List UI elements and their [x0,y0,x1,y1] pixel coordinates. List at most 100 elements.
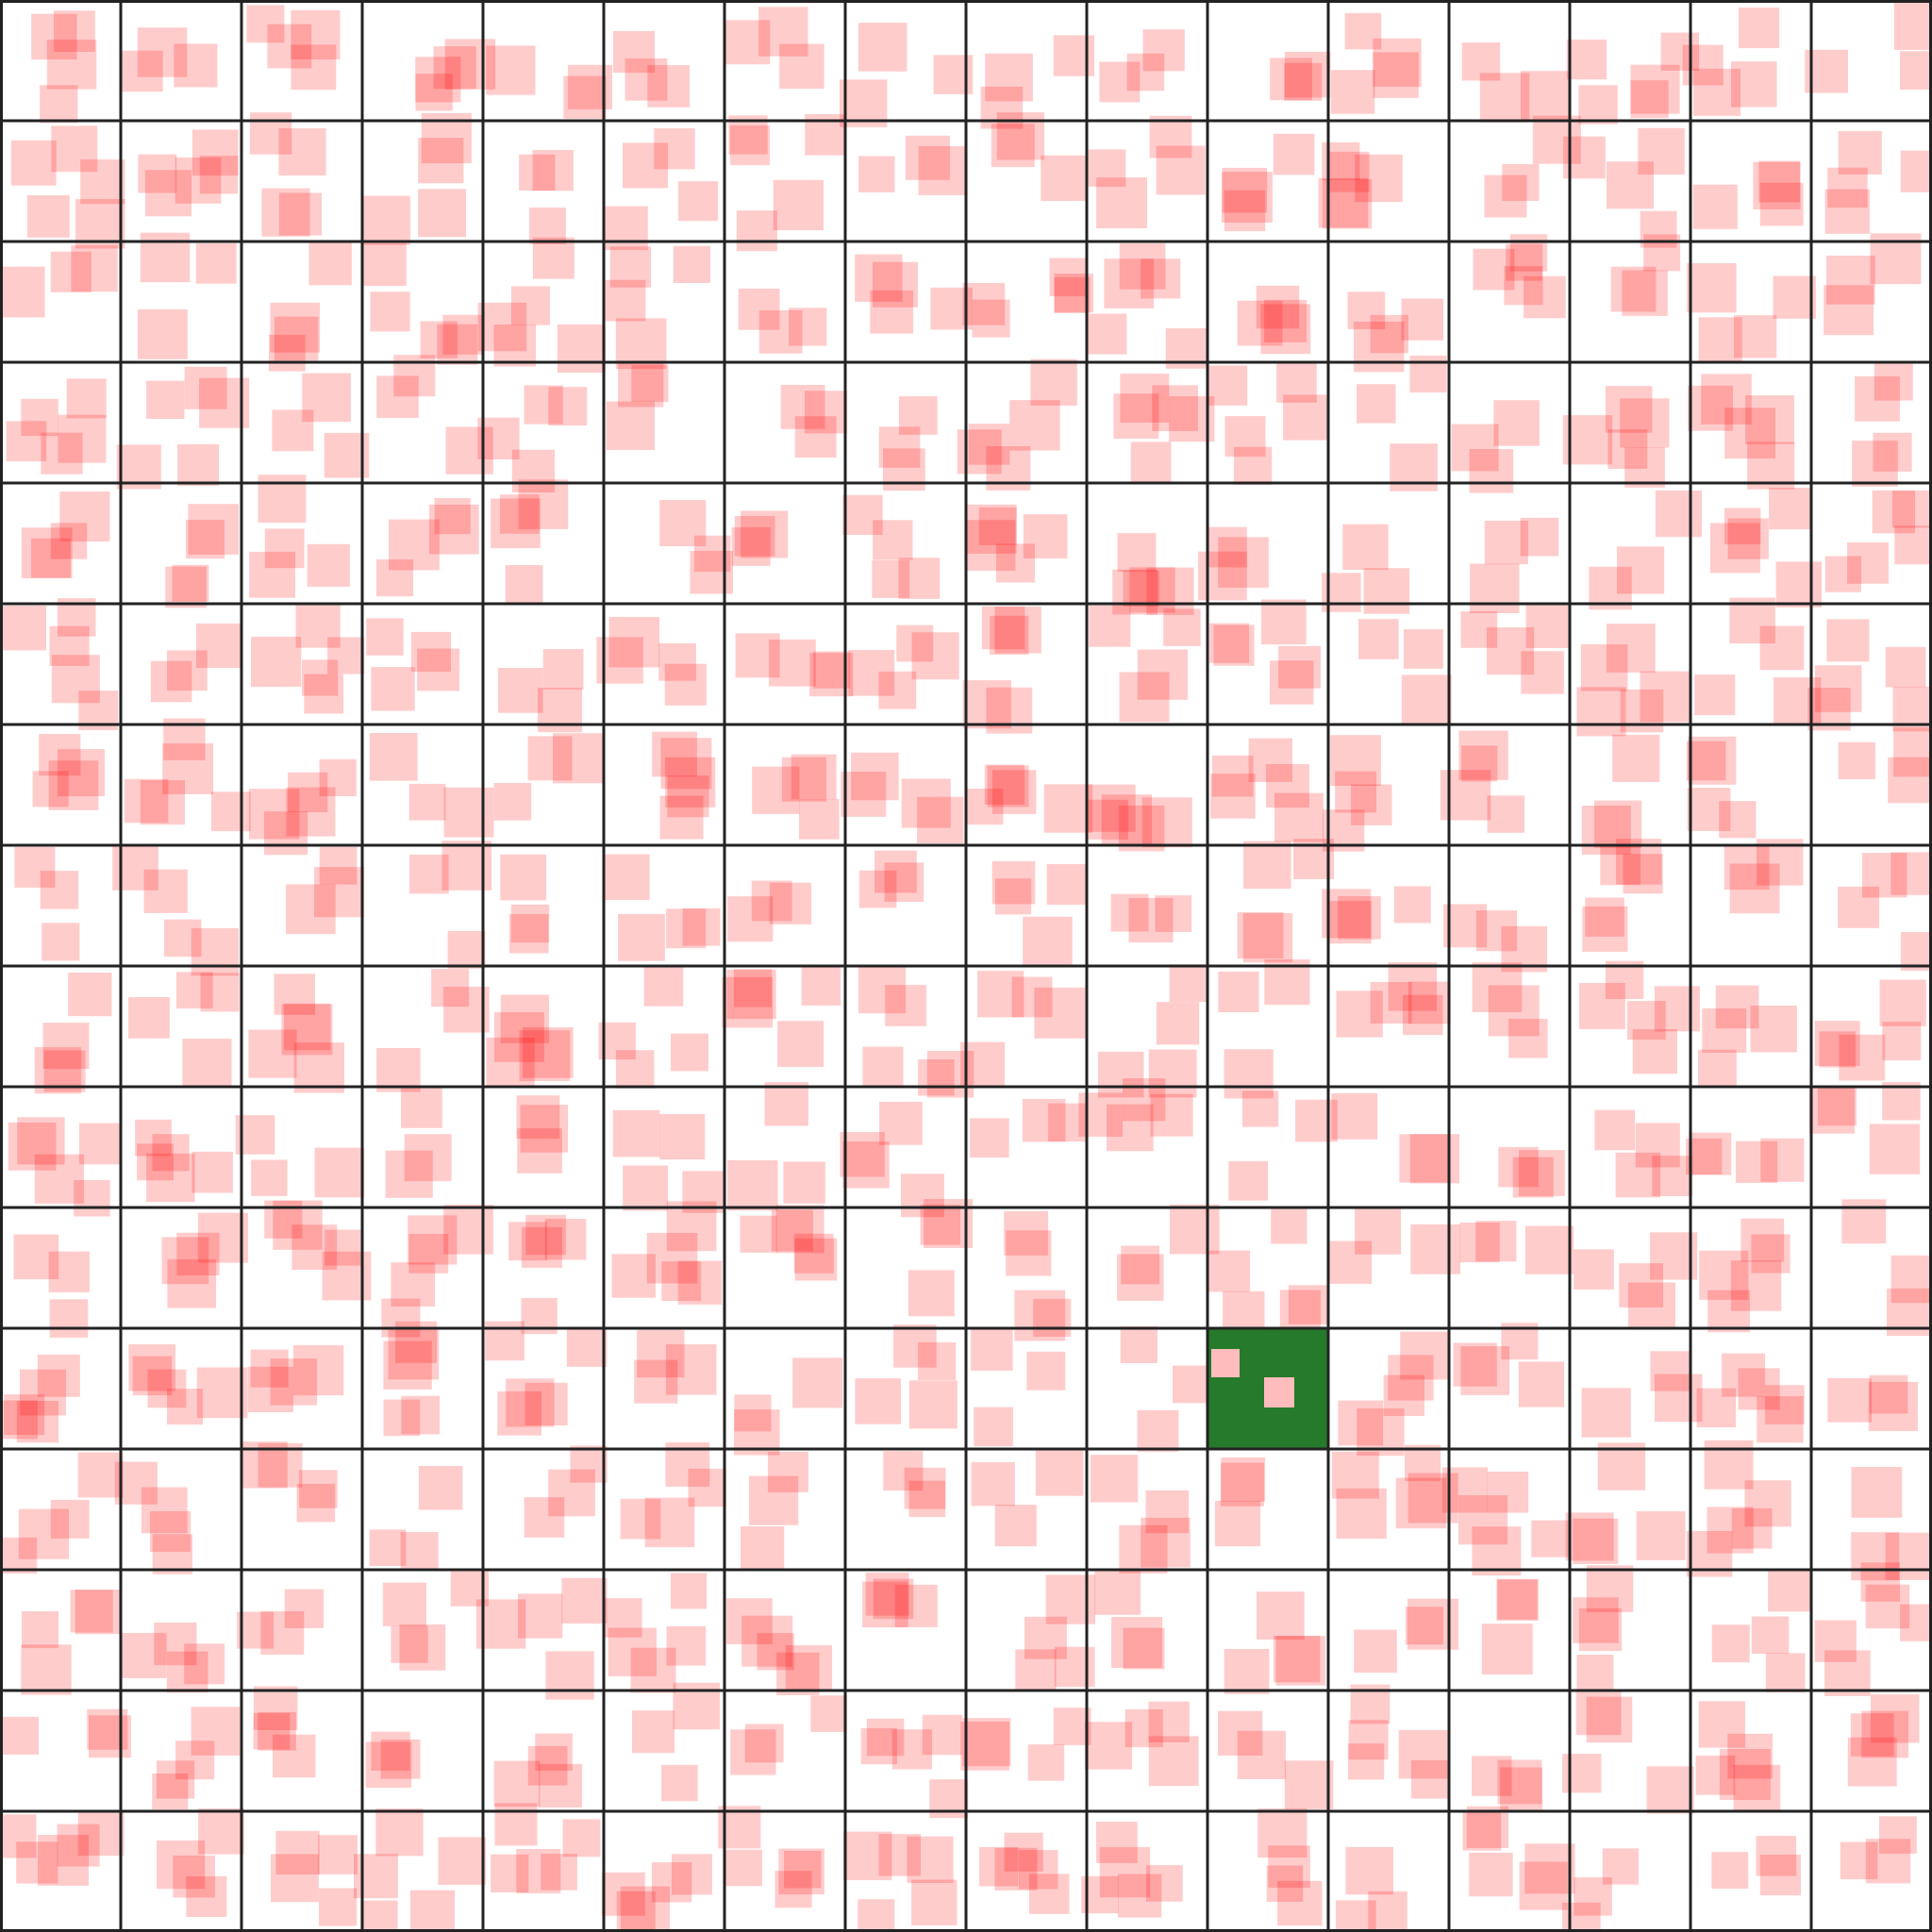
heat-marker [1719,801,1757,839]
heat-marker [621,1886,670,1932]
heat-marker [1586,1565,1634,1612]
heat-marker [1824,189,1870,234]
heat-marker [0,1814,37,1858]
heat-marker [532,149,574,192]
heat-marker [659,1113,706,1160]
heat-marker [363,242,407,287]
heat-marker [1744,1480,1791,1527]
heat-marker [1696,1388,1737,1428]
heat-marker [682,908,721,946]
heat-marker [278,127,326,176]
heat-marker [302,659,339,696]
heat-marker [1865,1839,1911,1884]
heat-marker [1576,1655,1614,1691]
heat-marker [873,1578,914,1620]
heat-marker [1222,172,1273,223]
heat-marker [1479,73,1530,123]
heat-marker [1403,994,1443,1036]
heat-marker [1872,491,1915,534]
heat-marker [733,969,773,1008]
heat-marker [1470,563,1520,613]
heat-marker [1443,904,1488,948]
heat-marker [1457,1495,1508,1545]
heat-marker [1594,1109,1636,1151]
heat-marker [1574,1249,1614,1290]
heat-marker [510,904,550,943]
heat-marker [389,519,440,571]
heat-marker [1524,1843,1575,1894]
heat-marker [767,1451,808,1492]
heat-marker [785,1645,833,1692]
heat-marker [898,396,938,435]
heat-marker [990,615,1029,655]
heat-marker [409,854,449,894]
heat-marker [525,1214,566,1256]
heat-marker [314,1147,365,1198]
heat-marker [49,1299,89,1338]
heat-marker [1152,385,1198,431]
heat-marker [1046,864,1088,906]
heat-marker [381,1298,421,1338]
heat-marker [261,188,310,237]
heat-marker [905,135,950,180]
heat-marker [409,1890,456,1932]
heat-marker [884,862,924,902]
heat-marker [810,1695,847,1732]
heat-marker [1146,567,1194,615]
heat-marker [497,668,543,713]
heat-marker [749,1475,799,1525]
heat-marker [132,1356,173,1396]
heat-marker [445,426,493,475]
heat-marker [1208,623,1250,663]
heat-marker [652,731,697,777]
heat-marker [1518,1361,1565,1407]
heat-marker [1888,757,1932,804]
heat-marker [862,1046,904,1088]
heat-marker [1256,1591,1305,1640]
heat-marker [660,738,712,790]
heat-marker [293,1344,344,1396]
heat-marker [267,24,312,69]
heat-marker [647,65,691,108]
heat-marker [1578,983,1625,1029]
heat-marker [612,1109,660,1158]
heat-marker [994,607,1041,654]
heat-marker [858,23,908,72]
heat-marker [1566,39,1607,80]
heat-marker [548,1469,595,1517]
heat-marker [960,1722,1009,1771]
heat-marker [1273,133,1315,175]
heat-marker [124,778,169,824]
heat-marker [486,45,536,95]
heat-marker [1873,432,1912,472]
heat-marker [4,1394,45,1436]
heat-marker [794,416,837,458]
heat-marker [1218,1710,1263,1756]
heat-marker [1237,912,1284,959]
heat-marker [726,969,776,1020]
heat-marker [270,302,321,353]
heat-marker [1264,299,1307,342]
heat-marker [476,1599,526,1649]
heat-marker [284,1589,324,1628]
heat-marker [58,749,105,797]
heat-marker [1619,1263,1663,1307]
heat-marker [878,671,917,709]
heat-marker [1623,854,1663,894]
heat-marker [196,623,242,669]
heat-marker [1331,1092,1378,1140]
heat-marker [1113,393,1159,440]
heat-marker [197,1212,248,1263]
heat-marker [1270,660,1314,705]
heat-marker [371,1731,410,1771]
heat-marker [184,1643,225,1685]
heat-marker [1260,304,1311,355]
heat-marker [1501,925,1547,973]
heat-marker [375,1808,424,1857]
heat-marker [1345,1846,1393,1895]
heat-marker [666,908,707,949]
heat-marker [891,1729,933,1770]
heat-marker [901,778,951,828]
heat-marker [437,324,478,365]
